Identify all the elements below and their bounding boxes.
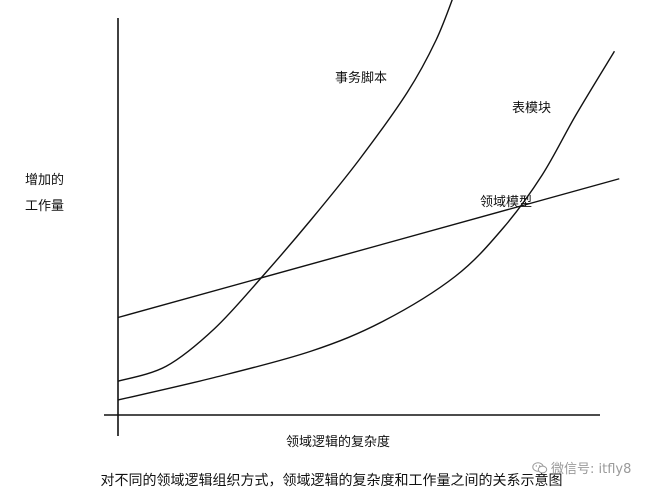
- watermark-text: 微信号: itfly8: [551, 462, 632, 477]
- series-line-transaction-script: [117, 0, 453, 382]
- wechat-watermark: 微信号: itfly8: [532, 458, 631, 477]
- y-axis-label-line-2: 工作量: [25, 199, 64, 214]
- axes: [104, 18, 600, 436]
- series-line-table-module: [117, 50, 616, 401]
- y-axis-label-line-1: 增加的: [25, 172, 64, 188]
- wechat-icon: [532, 462, 548, 474]
- series-label-domain-model: 领域模型: [480, 195, 532, 210]
- series-layer: [117, 0, 620, 401]
- chart: 增加的 工作量 领域逻辑的复杂度 事务脚本 表模块 领域模型: [25, 0, 620, 450]
- figure-caption: 对不同的领域逻辑组织方式，领域逻辑的复杂度和工作量之间的关系示意图: [100, 473, 563, 489]
- series-label-table-module: 表模块: [512, 101, 551, 116]
- x-axis-label: 领域逻辑的复杂度: [286, 434, 390, 450]
- series-label-transaction-script: 事务脚本: [335, 70, 387, 86]
- series-line-domain-model: [117, 178, 620, 319]
